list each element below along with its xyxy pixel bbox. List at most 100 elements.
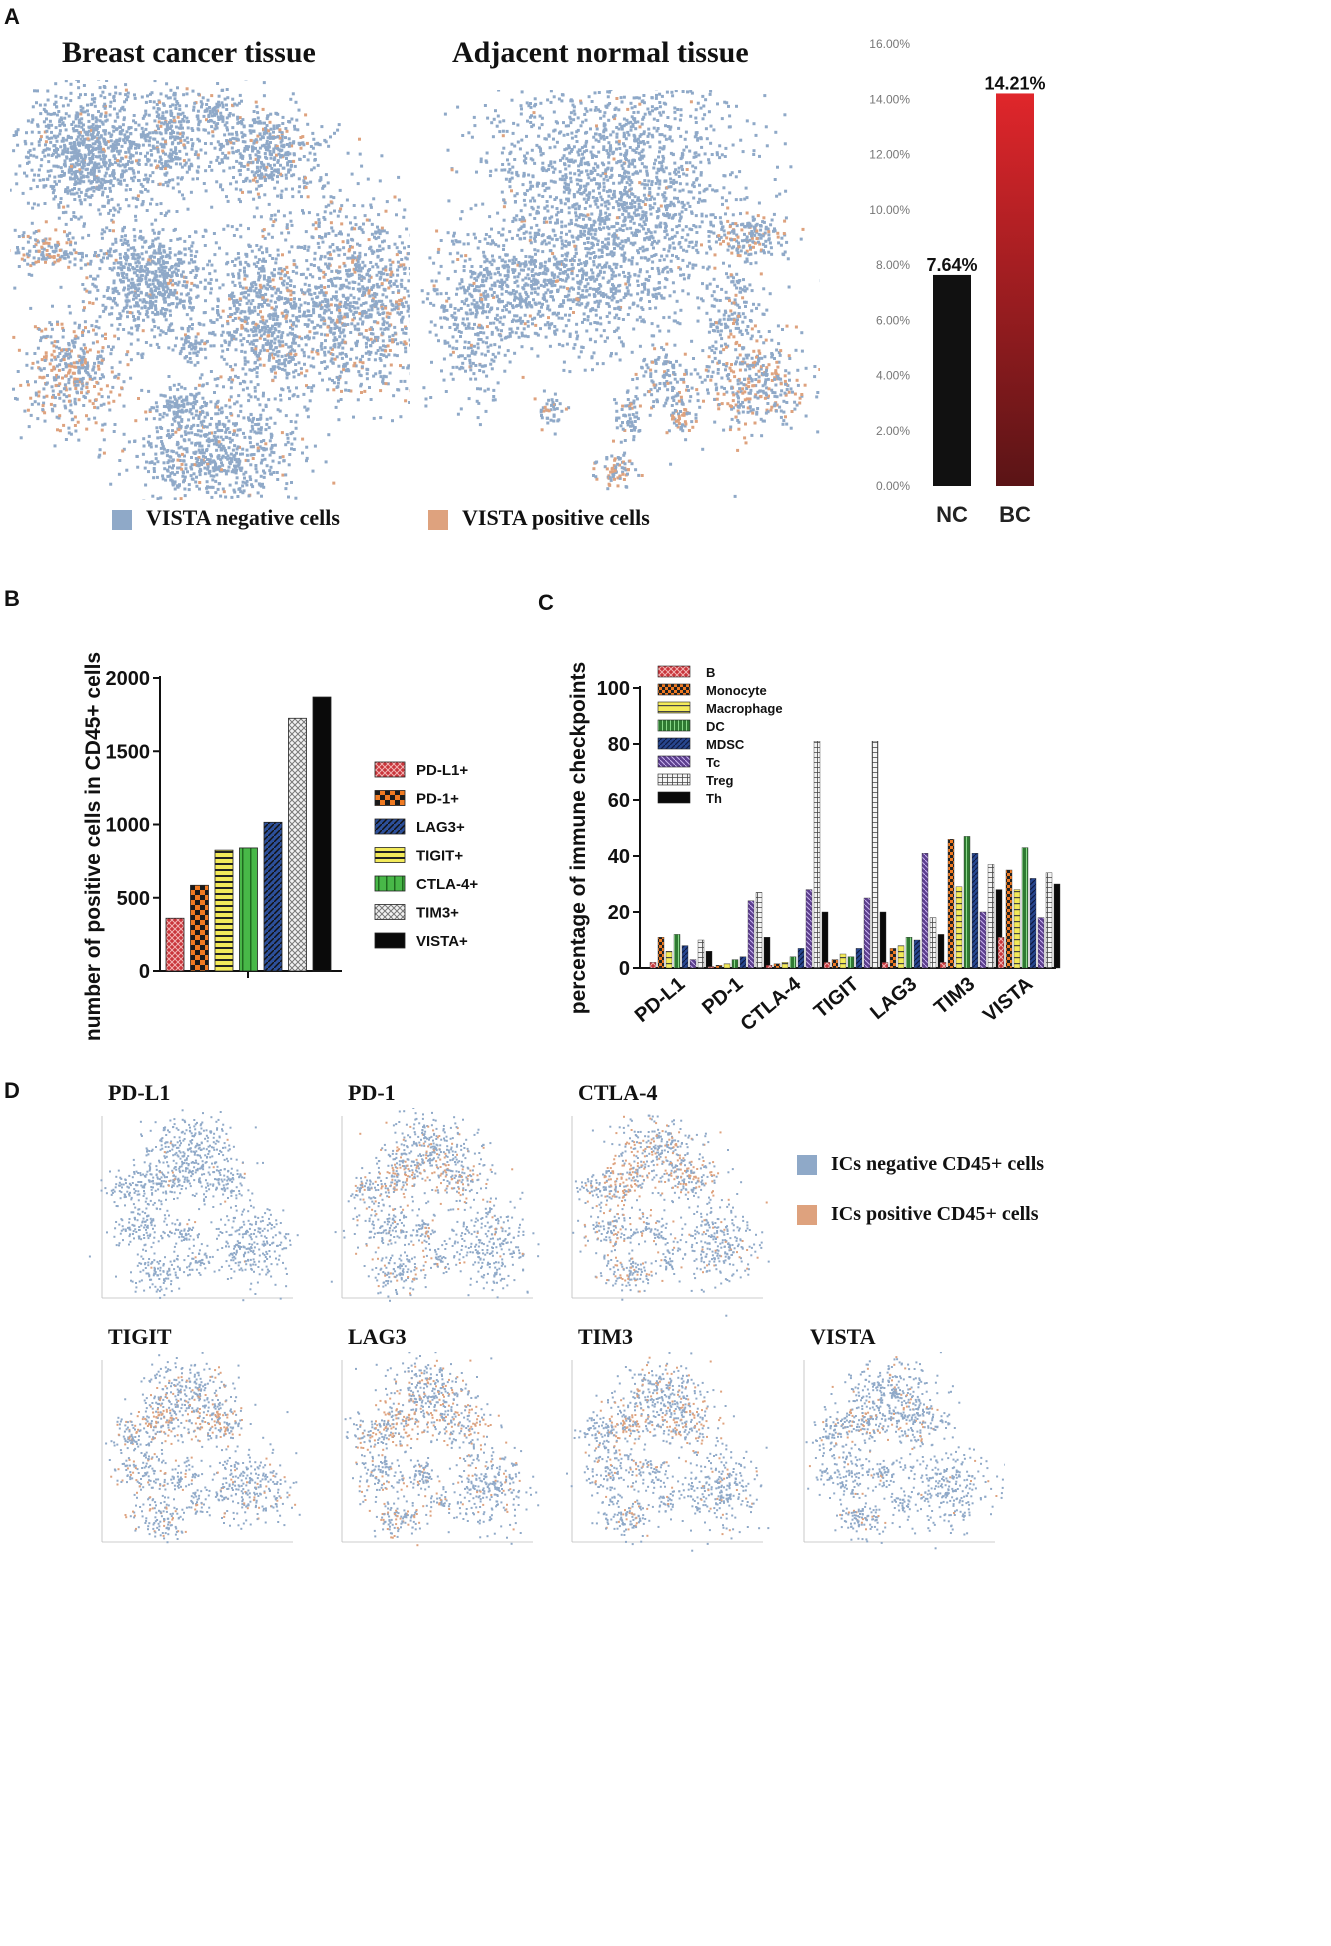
b-bar-ctla-4 [239, 847, 258, 972]
b-bar-tigit [214, 849, 234, 972]
c-y-tick-label: 20 [608, 902, 630, 924]
c-bar-monocyte-ctla-4 [773, 963, 781, 969]
bar-a-y-tick: 12.00% [869, 148, 910, 162]
bar-a-y-tick: 8.00% [876, 258, 910, 272]
legend-label-positive: VISTA positive cells [462, 505, 650, 530]
c-bar-treg-tim3 [987, 864, 995, 969]
tsne-small-title: TIGIT [108, 1324, 172, 1349]
c-legend-label: Monocyte [706, 683, 767, 698]
c-x-tick-label: LAG3 [866, 973, 921, 1024]
b-bar-pd-l1 [165, 917, 185, 972]
legend-ics-negative: ICs negative CD45+ cells [797, 1153, 1044, 1176]
legend-swatch-positive [428, 509, 448, 530]
b-legend-swatch [374, 875, 406, 892]
panel-label-d: D [4, 1078, 20, 1103]
bar-a-data-label: 14.21% [984, 73, 1045, 93]
c-legend-swatch [657, 773, 691, 786]
c-y-tick-label: 0 [619, 958, 630, 980]
c-bar-treg-lag3 [929, 917, 937, 969]
c-bar-mdsc-tim3 [971, 852, 979, 969]
b-legend-label: PD-1+ [416, 791, 459, 808]
b-legend-label: PD-L1+ [416, 762, 468, 779]
c-bar-monocyte-pd-1 [715, 965, 723, 969]
c-bar-th-ctla-4 [821, 911, 829, 969]
b-legend-label: TIGIT+ [416, 848, 463, 865]
b-legend-swatch [374, 761, 406, 778]
c-bar-monocyte-pd-l1 [657, 937, 665, 969]
c-bar-monocyte-vista [1005, 869, 1013, 969]
bar-a-category-label: NC [936, 502, 968, 527]
c-y-tick-label: 80 [608, 734, 630, 756]
legend-label-ics-negative: ICs negative CD45+ cells [831, 1153, 1045, 1175]
c-bar-b-tim3 [939, 962, 947, 969]
c-bar-th-pd-l1 [705, 951, 713, 969]
c-legend-swatch [657, 791, 691, 804]
c-legend-swatch [657, 701, 691, 714]
c-bar-treg-ctla-4 [813, 740, 821, 969]
c-legend-label: B [706, 665, 715, 680]
c-bar-tc-tim3 [979, 911, 987, 969]
tsne-small-title: VISTA [810, 1324, 876, 1349]
c-y-axis-label: percentage of immune checkpoints [567, 662, 590, 1014]
b-y-tick-label: 2000 [106, 668, 151, 690]
c-bar-dc-ctla-4 [789, 956, 797, 969]
legend-swatch-ics-positive [797, 1205, 817, 1226]
tsne-small-plot [803, 1352, 1005, 1550]
bar-a-y-tick: 2.00% [876, 424, 910, 438]
c-bar-b-ctla-4 [765, 965, 773, 969]
legend-label-negative: VISTA negative cells [146, 505, 340, 530]
b-bar-vista [312, 696, 332, 972]
c-bar-treg-pd-l1 [697, 939, 705, 969]
c-bar-macrophage-lag3 [897, 945, 905, 969]
c-bar-tc-pd-l1 [689, 959, 697, 969]
c-bar-treg-pd-1 [755, 892, 763, 969]
c-bar-b-lag3 [881, 962, 889, 969]
c-bar-b-tigit [823, 962, 831, 969]
c-y-tick-label: 100 [597, 678, 630, 700]
legend-swatch-ics-negative [797, 1155, 817, 1176]
c-bar-dc-pd-l1 [673, 934, 681, 969]
bar-a-bc [996, 93, 1034, 486]
tsne-plot-cancer [10, 80, 410, 500]
tsne-small-title: CTLA-4 [578, 1080, 658, 1105]
tsne-small-title: TIM3 [578, 1324, 633, 1349]
c-bar-th-vista [1053, 883, 1061, 969]
c-legend-swatch [657, 755, 691, 768]
c-legend-label: Th [706, 791, 722, 806]
bar-a-category-label: BC [999, 502, 1031, 527]
c-bar-monocyte-tim3 [947, 838, 955, 969]
bar-a-y-tick: 6.00% [876, 313, 910, 327]
c-x-tick-label: PD-L1 [631, 973, 689, 1027]
bar-a-nc [933, 274, 971, 486]
b-legend-label: LAG3+ [416, 819, 465, 836]
c-bar-mdsc-pd-l1 [681, 945, 689, 969]
c-y-tick-label: 40 [608, 846, 630, 868]
b-y-tick-label: 0 [139, 961, 150, 983]
b-y-tick-label: 500 [117, 888, 150, 910]
immune-checkpoint-percentage-chart: 0 20 40 60 80 100 percentage of immune checkpo… [567, 662, 1061, 1036]
tsne-small-title: PD-L1 [108, 1080, 171, 1105]
c-bar-mdsc-vista [1029, 878, 1037, 969]
c-bar-mdsc-pd-1 [739, 956, 747, 969]
tsne-small-title: LAG3 [348, 1324, 407, 1349]
c-bar-th-tigit [879, 911, 887, 969]
panel-label-a: A [4, 4, 20, 29]
bar-a-y-tick: 0.00% [876, 479, 910, 493]
c-bar-mdsc-tigit [855, 948, 863, 969]
c-bar-treg-vista [1045, 872, 1053, 969]
b-legend-swatch [374, 904, 406, 920]
c-bar-b-pd-1 [707, 966, 715, 969]
tsne-small-plot [566, 1352, 770, 1552]
c-bar-dc-tigit [847, 956, 855, 969]
b-legend-label: CTLA-4+ [416, 876, 478, 893]
tsne-plot-normal [420, 90, 820, 498]
tsne-small-plot [341, 1352, 540, 1547]
c-x-tick-label: TIGIT [810, 973, 863, 1023]
c-legend-swatch [657, 683, 691, 696]
c-bar-mdsc-ctla-4 [797, 948, 805, 969]
c-legend-label: MDSC [706, 737, 745, 752]
c-bar-macrophage-pd-1 [723, 963, 731, 969]
vista-percent-bar-chart: 0.00% 2.00% 4.00% 6.00% 8.00% 10.00% 12.00% 14.… [869, 37, 1045, 527]
c-legend-label: DC [706, 719, 725, 734]
b-y-axis-label: number of positive cells in CD45+ cells [82, 652, 105, 1041]
